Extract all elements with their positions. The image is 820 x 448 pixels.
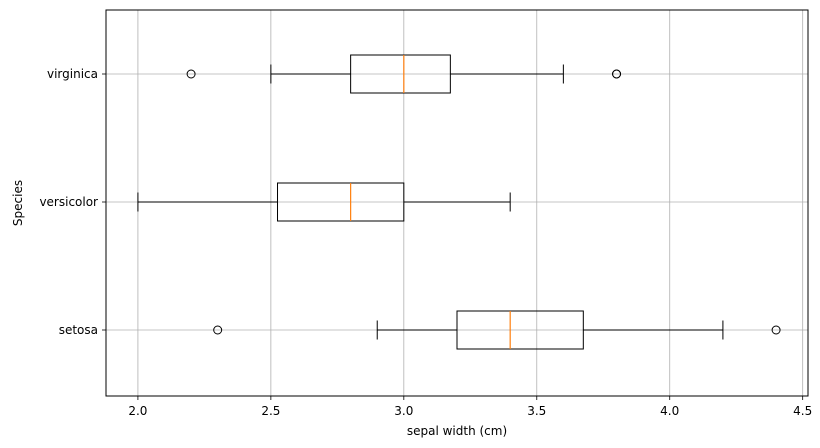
box-setosa (213, 310, 781, 350)
x-tick-label: 3.5 (527, 404, 546, 418)
x-tick-label: 3.0 (394, 404, 413, 418)
y-axis-ticks: setosa versicolor virginica (39, 67, 106, 337)
y-tick-label: setosa (59, 323, 98, 337)
outlier-point (213, 325, 223, 335)
x-axis-label: sepal width (cm) (407, 424, 507, 438)
x-tick-label: 4.0 (660, 404, 679, 418)
outlier-point (612, 69, 622, 79)
iqr-box (277, 182, 405, 222)
boxes (137, 54, 781, 350)
outlier-point (771, 325, 781, 335)
plot-frame (105, 9, 809, 397)
x-axis-ticks: 2.0 2.5 3.0 3.5 4.0 4.5 (128, 396, 812, 418)
y-tick-label: virginica (47, 67, 98, 81)
x-tick-label: 2.5 (261, 404, 280, 418)
outlier-point (186, 69, 196, 79)
box-versicolor (137, 182, 511, 222)
x-tick-label: 4.5 (793, 404, 812, 418)
iqr-box (350, 54, 451, 94)
x-tick-label: 2.0 (128, 404, 147, 418)
y-tick-label: versicolor (39, 195, 98, 209)
y-axis-label: Species (11, 180, 25, 226)
box-virginica (186, 54, 622, 94)
iqr-box (456, 310, 584, 350)
